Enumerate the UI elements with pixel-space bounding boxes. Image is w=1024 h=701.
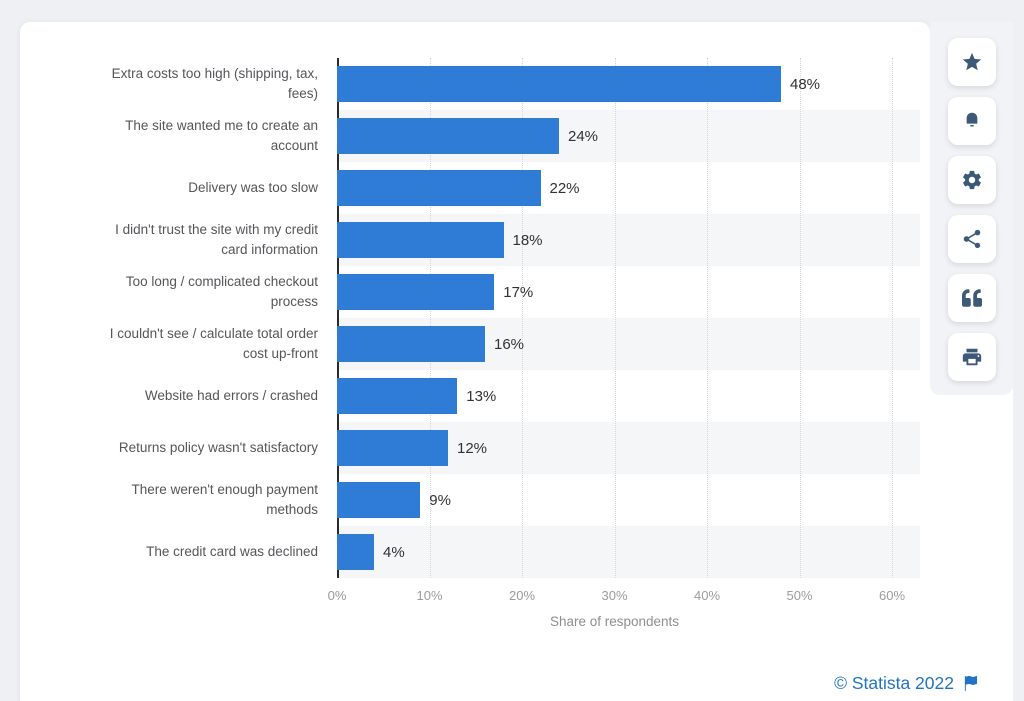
bar-row: 18% — [337, 214, 920, 266]
category-label: Website had errors / crashed — [144, 388, 318, 404]
bar-row: 48% — [337, 58, 920, 110]
value-label: 18% — [512, 231, 543, 249]
x-tick-label: 60% — [878, 588, 906, 603]
bar-row: 4% — [337, 526, 920, 578]
quote-icon — [961, 288, 982, 308]
bar[interactable] — [337, 378, 458, 414]
value-label: 16% — [494, 335, 525, 353]
category-label: I couldn't see / calculate total order c… — [109, 326, 318, 361]
gridline — [707, 58, 708, 578]
share-button[interactable] — [947, 215, 996, 263]
bar[interactable] — [337, 326, 485, 362]
bar[interactable] — [337, 118, 559, 154]
bar-row: 9% — [337, 474, 920, 526]
bars-layer: 48% 24% 22% 18% 17% 16% 13% 12% 9% 4% — [337, 58, 920, 578]
statista-credit-link[interactable]: © Statista 2022 — [834, 673, 954, 693]
value-label: 17% — [503, 283, 534, 301]
gridline — [614, 58, 616, 578]
y-axis-line — [337, 58, 339, 578]
flag-icon[interactable] — [963, 676, 978, 691]
print-button[interactable] — [947, 333, 996, 381]
value-label: 13% — [466, 387, 497, 405]
gridline — [799, 58, 801, 578]
statista-credit: © Statista 2022 — [834, 673, 978, 694]
value-label: 12% — [457, 439, 488, 457]
bar-row: 16% — [337, 318, 920, 370]
value-label: 4% — [383, 543, 405, 561]
bar[interactable] — [337, 66, 781, 102]
category-label: Too long / complicated checkout process — [125, 274, 318, 309]
category-label: There weren't enough payment methods — [131, 482, 318, 517]
category-label: Returns policy wasn't satisfactory — [118, 440, 318, 456]
value-label: 22% — [549, 179, 580, 197]
row-bands-layer — [337, 58, 920, 578]
bar-row: 24% — [337, 110, 920, 162]
gridline — [892, 58, 893, 578]
row-band — [337, 526, 920, 578]
x-tick-label: 50% — [786, 588, 813, 603]
bar[interactable] — [337, 534, 374, 570]
x-tick-label: 40% — [693, 588, 721, 603]
category-label: Extra costs too high (shipping, tax, fee… — [111, 66, 318, 101]
x-axis-title: Share of respondents — [549, 614, 680, 629]
toolbar-rail — [930, 22, 1013, 701]
bar-row: 13% — [337, 370, 920, 422]
x-axis: 0% 10% 20% 30% 40% 50% 60% — [328, 588, 920, 606]
bar[interactable] — [337, 482, 421, 518]
gear-icon — [961, 169, 983, 191]
category-label: Delivery was too slow — [188, 180, 318, 196]
cite-button[interactable] — [947, 274, 996, 322]
bar-row: 12% — [337, 422, 920, 474]
star-icon — [961, 51, 983, 73]
value-label: 9% — [429, 491, 451, 509]
x-tick-label: 10% — [416, 588, 443, 603]
bar[interactable] — [337, 274, 495, 310]
gridline — [429, 58, 431, 578]
category-label: The credit card was declined — [146, 544, 318, 560]
gridline — [522, 58, 523, 578]
favorite-button[interactable] — [947, 38, 996, 86]
printer-icon — [961, 346, 983, 368]
x-tick-label: 0% — [327, 588, 347, 603]
value-label: 48% — [790, 75, 821, 93]
share-icon — [961, 228, 983, 250]
bar[interactable] — [337, 170, 541, 206]
value-label: 24% — [568, 127, 599, 145]
plot-area: 48% 24% 22% 18% 17% 16% 13% 12% 9% 4% — [337, 58, 920, 578]
alerts-button[interactable] — [947, 97, 996, 145]
settings-button[interactable] — [947, 156, 996, 204]
category-label: I didn't trust the site with my credit c… — [115, 222, 318, 257]
bell-icon — [961, 110, 983, 132]
chart-card: Extra costs too high (shipping, tax, fee… — [20, 22, 930, 701]
x-tick-label: 30% — [601, 588, 628, 603]
category-label: The site wanted me to create an account — [125, 118, 318, 153]
gridlines-layer — [337, 58, 920, 578]
bar[interactable] — [337, 222, 504, 258]
bar-row: 22% — [337, 162, 920, 214]
chart-toolbar — [930, 22, 1013, 395]
bar[interactable] — [337, 430, 448, 466]
x-tick-label: 20% — [508, 588, 536, 603]
bar-row: 17% — [337, 266, 920, 318]
category-labels: Extra costs too high (shipping, tax, fee… — [28, 58, 318, 578]
